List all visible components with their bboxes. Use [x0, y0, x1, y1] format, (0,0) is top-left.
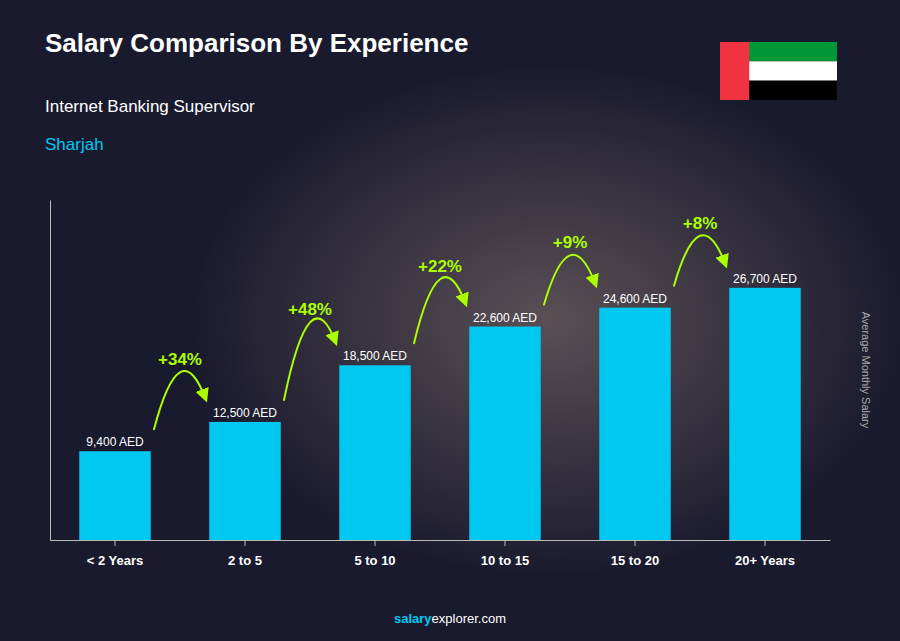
y-axis-label: Average Monthly Salary	[860, 312, 872, 429]
x-tick-label: 10 to 15	[481, 553, 529, 568]
change-arrow	[284, 318, 336, 400]
x-tick: 15 to 20	[611, 540, 659, 568]
x-tick: 5 to 10	[354, 540, 395, 568]
x-tick-mark	[115, 540, 116, 546]
x-tick-mark	[245, 540, 246, 546]
title: Salary Comparison By Experience	[45, 28, 468, 58]
location: Sharjah	[45, 135, 104, 154]
x-tick: 20+ Years	[735, 540, 795, 568]
change-label: +8%	[683, 214, 718, 233]
change-label: +22%	[418, 257, 462, 276]
value-label: 24,600 AED	[603, 292, 667, 306]
bar	[599, 308, 671, 540]
x-tick-mark	[375, 540, 376, 546]
value-label: 18,500 AED	[343, 349, 407, 363]
bar	[209, 422, 281, 540]
flag	[720, 42, 837, 100]
value-label: 22,600 AED	[473, 311, 537, 325]
subtitle: Internet Banking Supervisor	[45, 97, 255, 116]
x-axis: < 2 Years 2 to 5 5 to 10 10 to 15 15 to 20 20…	[51, 540, 831, 568]
y-axis-line	[50, 201, 51, 541]
change-label: +48%	[288, 300, 332, 319]
marks	[79, 235, 801, 540]
bar	[729, 288, 801, 540]
footer: salaryexplorer.com	[394, 611, 506, 626]
bar	[469, 327, 541, 540]
x-tick: < 2 Years	[87, 540, 144, 568]
x-tick-label: 15 to 20	[611, 553, 659, 568]
labels: 9,400 AED 12,500 AED 18,500 AED 22,600 AED 2…	[86, 214, 797, 449]
change-arrow	[414, 277, 466, 343]
x-tick: 2 to 5	[228, 540, 262, 568]
value-label: 26,700 AED	[733, 272, 797, 286]
x-tick: 10 to 15	[481, 540, 529, 568]
x-axis-line	[51, 540, 831, 541]
change-arrow	[674, 235, 726, 285]
chart-svg: Salary Comparison By Experience Internet …	[0, 0, 900, 641]
x-tick-mark	[765, 540, 766, 546]
change-label: +34%	[158, 350, 202, 369]
x-tick-mark	[635, 540, 636, 546]
footer-part: salary	[394, 611, 432, 626]
bar	[79, 451, 151, 540]
value-label: 9,400 AED	[86, 435, 144, 449]
flag-stripe	[720, 42, 749, 100]
change-arrow	[544, 255, 596, 305]
x-tick-label: 20+ Years	[735, 553, 795, 568]
x-tick-label: 2 to 5	[228, 553, 262, 568]
y-axis	[50, 201, 51, 541]
x-tick-label: 5 to 10	[354, 553, 395, 568]
value-label: 12,500 AED	[213, 406, 277, 420]
change-arrow	[154, 371, 206, 429]
plot: < 2 Years 2 to 5 5 to 10 10 to 15 15 to 20 20…	[51, 201, 831, 568]
x-tick-label: < 2 Years	[87, 553, 144, 568]
background	[0, 0, 900, 641]
footer-part: explorer.com	[432, 611, 506, 626]
x-tick-mark	[505, 540, 506, 546]
change-label: +9%	[553, 233, 588, 252]
bar	[339, 365, 411, 540]
